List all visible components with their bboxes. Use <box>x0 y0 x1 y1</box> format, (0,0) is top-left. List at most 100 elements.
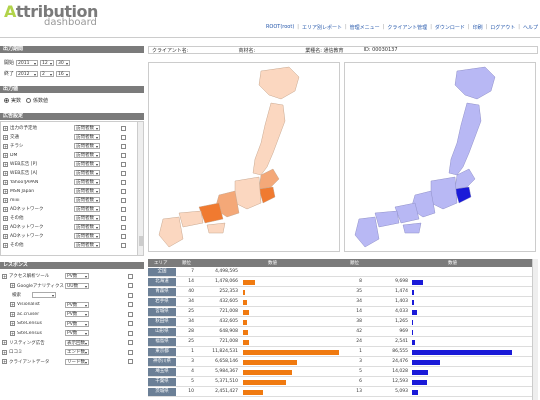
ad-item-select[interactable]: 訪問者数 <box>74 233 100 239</box>
response-item-select[interactable]: PV数 <box>65 320 89 327</box>
ad-item-checkbox[interactable] <box>121 215 126 221</box>
expand-icon[interactable]: + <box>2 340 7 345</box>
area-cell[interactable]: 全国 <box>148 268 176 276</box>
expand-icon[interactable]: + <box>2 273 7 279</box>
response-item-checkbox[interactable] <box>128 340 133 345</box>
response-item-select[interactable]: 表示回数 <box>65 339 89 346</box>
response-item-checkbox[interactable] <box>128 283 133 288</box>
expand-icon[interactable]: + <box>3 143 8 149</box>
ad-item-select[interactable]: 訪問者数 <box>74 188 100 194</box>
ad-item-checkbox[interactable] <box>121 134 126 140</box>
expand-icon[interactable]: + <box>3 179 8 185</box>
expand-icon[interactable]: + <box>10 321 15 326</box>
ads-scrollbar[interactable] <box>137 122 143 255</box>
end-year-select[interactable]: 2012 <box>16 70 39 77</box>
ad-item-select[interactable]: 訪問者数 <box>74 143 100 149</box>
ad-item-checkbox[interactable] <box>121 224 126 230</box>
response-item-checkbox[interactable] <box>128 321 133 326</box>
area-cell[interactable]: 茨城県 <box>148 388 176 396</box>
radio-actual[interactable] <box>4 98 9 103</box>
ad-item-checkbox[interactable] <box>121 170 126 176</box>
expand-icon[interactable]: + <box>3 134 8 140</box>
start-year-select[interactable]: 2011 <box>16 59 39 66</box>
expand-icon[interactable]: + <box>3 197 8 203</box>
response-item-select[interactable]: UU数 <box>65 282 89 289</box>
nav-link[interactable]: 管理メニュー <box>349 25 380 31</box>
ad-item-checkbox[interactable] <box>121 179 126 185</box>
response-item-checkbox[interactable] <box>128 292 133 298</box>
expand-icon[interactable]: + <box>2 349 7 355</box>
response-item-select[interactable]: PV数 <box>65 330 89 336</box>
nav-link[interactable]: ログアウト <box>490 25 516 31</box>
ad-item-checkbox[interactable] <box>121 242 126 248</box>
ad-item-select[interactable]: 訪問者数 <box>74 161 100 167</box>
response-item-checkbox[interactable] <box>128 349 133 355</box>
expand-icon[interactable]: + <box>10 283 15 288</box>
response-item-checkbox[interactable] <box>128 273 133 279</box>
response-item-checkbox[interactable] <box>128 302 133 307</box>
japan-map-left[interactable] <box>148 62 340 252</box>
start-day-select[interactable]: 30 <box>56 59 71 66</box>
area-cell[interactable]: 福島県 <box>148 338 176 346</box>
ad-item-select[interactable]: 訪問者数 <box>74 242 100 248</box>
nav-link[interactable]: ヘルプ <box>522 25 538 31</box>
ad-item-checkbox[interactable] <box>121 188 126 194</box>
ad-item-select[interactable]: 訪問者数 <box>74 224 100 230</box>
area-cell[interactable]: 東京都 <box>148 348 176 356</box>
table-scrollbar[interactable] <box>532 259 538 400</box>
expand-icon[interactable]: + <box>10 330 15 336</box>
expand-icon[interactable]: + <box>3 215 8 221</box>
area-cell[interactable]: 宮城県 <box>148 308 176 316</box>
area-cell[interactable]: 秋田県 <box>148 318 176 326</box>
expand-icon[interactable]: + <box>3 152 8 158</box>
radio-coef[interactable] <box>26 98 32 103</box>
expand-icon[interactable]: + <box>3 170 8 176</box>
expand-icon[interactable]: + <box>3 224 8 230</box>
area-cell[interactable]: 岩手県 <box>148 298 176 306</box>
response-item-select[interactable]: PV数 <box>65 301 89 308</box>
expand-icon[interactable]: + <box>3 233 8 239</box>
nav-link[interactable]: ダウンロード <box>434 25 465 31</box>
expand-icon[interactable]: + <box>10 311 15 317</box>
start-month-select[interactable]: 12 <box>40 59 55 66</box>
response-item-checkbox[interactable] <box>128 330 133 336</box>
expand-icon[interactable]: + <box>3 125 8 131</box>
area-cell[interactable]: 神奈川県 <box>148 358 176 366</box>
ad-item-checkbox[interactable] <box>121 125 126 131</box>
japan-map-right[interactable] <box>344 62 536 252</box>
ad-item-select[interactable]: 訪問者数 <box>74 152 100 158</box>
expand-icon[interactable]: + <box>3 188 8 194</box>
ad-item-select[interactable]: 訪問者数 <box>74 215 100 221</box>
nav-link[interactable]: ROOT(root) <box>265 24 295 30</box>
ad-item-select[interactable]: 訪問者数 <box>74 179 100 185</box>
response-item-select[interactable]: PV数 <box>65 311 89 317</box>
end-day-select[interactable]: 16 <box>56 70 71 77</box>
ad-item-select[interactable]: 訪問者数 <box>74 197 100 203</box>
area-cell[interactable]: 青森県 <box>148 288 176 296</box>
ad-item-select[interactable]: 訪問者数 <box>74 125 100 131</box>
area-cell[interactable]: 山形県 <box>148 328 176 336</box>
ad-item-checkbox[interactable] <box>121 143 126 149</box>
ad-item-checkbox[interactable] <box>121 206 126 212</box>
response-item-select[interactable]: リード数 <box>65 358 89 365</box>
ad-item-checkbox[interactable] <box>121 233 126 239</box>
expand-icon[interactable]: + <box>3 161 8 167</box>
area-cell[interactable]: 千葉県 <box>148 378 176 386</box>
response-item-checkbox[interactable] <box>128 359 133 364</box>
area-cell[interactable]: 北海道 <box>148 278 176 286</box>
ad-item-select[interactable]: 訪問者数 <box>74 206 100 212</box>
end-month-select[interactable]: 2 <box>40 70 55 77</box>
expand-icon[interactable]: + <box>3 242 8 248</box>
expand-icon[interactable]: + <box>2 359 7 364</box>
nav-link[interactable]: クライアント管理 <box>387 25 428 31</box>
ad-item-checkbox[interactable] <box>121 152 126 158</box>
nav-link[interactable]: エリア別レポート <box>301 25 342 31</box>
response-item-select[interactable]: PV数 <box>65 273 89 279</box>
ad-item-select[interactable]: 訪問者数 <box>74 170 100 176</box>
ad-item-checkbox[interactable] <box>121 161 126 167</box>
ad-item-select[interactable]: 訪問者数 <box>74 134 100 140</box>
nav-link[interactable]: 印刷 <box>472 25 483 31</box>
area-cell[interactable]: 埼玉県 <box>148 368 176 376</box>
response-item-checkbox[interactable] <box>128 311 133 317</box>
expand-icon[interactable]: + <box>3 206 8 212</box>
